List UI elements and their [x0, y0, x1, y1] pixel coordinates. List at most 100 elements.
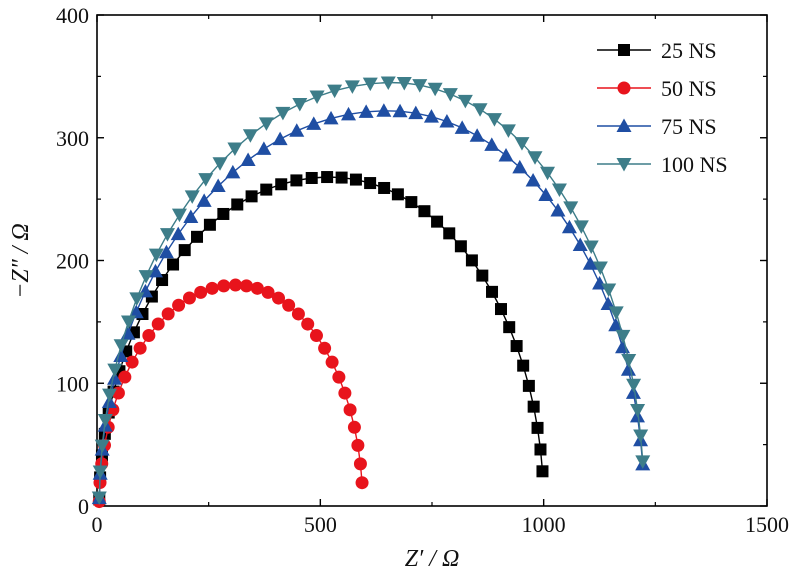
data-point: [167, 258, 180, 271]
data-point: [321, 171, 334, 184]
data-point: [392, 103, 408, 118]
data-point: [260, 183, 273, 196]
data-point: [476, 269, 489, 282]
legend-marker: [616, 158, 632, 172]
data-point: [275, 106, 291, 121]
data-point: [291, 307, 305, 321]
x-tick-label: 1000: [522, 512, 566, 537]
legend-marker: [616, 118, 632, 132]
data-point: [133, 341, 147, 355]
data-point: [503, 321, 516, 334]
data-point: [245, 190, 258, 203]
data-point: [159, 228, 175, 242]
y-axis-title: −Z″ / Ω: [8, 223, 34, 299]
data-point: [536, 465, 549, 478]
data-point: [635, 455, 651, 469]
data-point: [212, 157, 228, 171]
data-point: [210, 178, 226, 193]
data-point: [423, 109, 439, 123]
legend-item: 25 NS: [597, 38, 717, 63]
data-point: [561, 219, 577, 234]
data-point: [469, 128, 485, 142]
data-point: [351, 438, 365, 452]
data-point: [378, 181, 391, 194]
data-point: [442, 88, 458, 102]
data-point: [332, 370, 346, 384]
data-point: [196, 193, 212, 207]
data-point: [625, 385, 641, 399]
data-point: [128, 304, 144, 319]
data-point: [282, 298, 296, 312]
data-point: [338, 386, 352, 400]
data-point: [512, 159, 528, 174]
data-point: [454, 120, 470, 134]
data-point: [309, 90, 325, 105]
data-point: [620, 362, 636, 376]
legend-label: 50 NS: [661, 76, 717, 101]
data-point: [486, 113, 502, 127]
data-point: [305, 171, 318, 184]
data-point: [592, 261, 608, 276]
data-point: [107, 371, 123, 385]
data-point: [102, 388, 118, 403]
data-point: [495, 303, 508, 316]
data-point: [362, 77, 378, 92]
data-point: [239, 279, 253, 293]
data-point: [583, 240, 599, 254]
data-point: [231, 198, 244, 211]
data-point: [343, 403, 357, 417]
data-point: [182, 291, 196, 305]
data-point: [194, 285, 208, 299]
data-point: [272, 291, 286, 305]
data-point: [376, 103, 392, 117]
data-point: [540, 166, 556, 181]
data-point: [608, 306, 624, 320]
data-point: [318, 341, 332, 355]
data-point: [472, 103, 488, 117]
data-point: [120, 315, 136, 329]
data-point: [205, 281, 219, 295]
data-point: [550, 203, 566, 217]
data-point: [514, 137, 530, 151]
legend-item: 50 NS: [597, 76, 717, 101]
series-layer: [91, 76, 651, 509]
data-point: [250, 281, 264, 295]
legend-marker: [617, 81, 631, 95]
data-point: [323, 110, 339, 125]
legend-item: 100 NS: [597, 152, 728, 177]
data-point: [147, 263, 163, 278]
data-point: [325, 355, 339, 369]
data-point: [427, 82, 443, 97]
data-point: [171, 208, 187, 223]
x-tick-label: 1500: [745, 512, 789, 537]
data-point: [418, 205, 431, 218]
data-point: [626, 378, 642, 393]
data-point: [290, 174, 303, 187]
data-point: [486, 285, 499, 298]
data-point: [258, 117, 274, 131]
data-point: [531, 421, 544, 434]
data-point: [391, 188, 404, 201]
data-point: [347, 420, 361, 434]
data-point: [439, 114, 455, 128]
data-point: [349, 173, 362, 186]
data-point: [161, 307, 175, 321]
data-point: [91, 491, 107, 506]
data-point: [306, 116, 322, 130]
data-point: [500, 124, 516, 138]
data-point: [633, 429, 649, 444]
data-point: [457, 94, 473, 109]
data-point: [551, 183, 567, 197]
data-point: [129, 292, 145, 306]
data-point: [355, 476, 369, 490]
data-point: [217, 207, 230, 220]
data-point: [228, 278, 242, 292]
data-point: [151, 317, 165, 331]
data-point: [630, 403, 646, 418]
data-point: [309, 329, 323, 343]
data-point: [601, 283, 617, 298]
data-point: [358, 104, 374, 118]
data-point: [240, 152, 256, 166]
data-point: [289, 123, 305, 137]
